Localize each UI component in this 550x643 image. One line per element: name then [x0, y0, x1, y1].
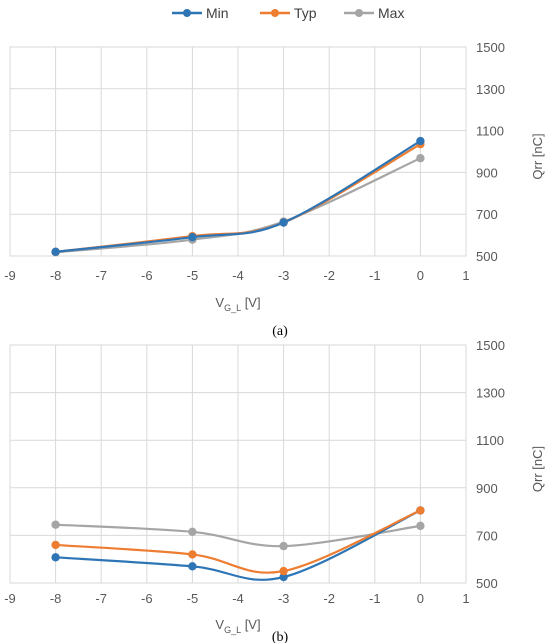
x-axis-title-main: V: [215, 295, 224, 310]
series-typ: [51, 506, 425, 576]
y-tick-label: 900: [476, 481, 498, 496]
x-tick-label: -5: [187, 268, 199, 283]
data-point-typ: [51, 540, 60, 550]
x-tick-label: 0: [417, 268, 424, 283]
x-axis-title-unit: [V]: [241, 295, 261, 310]
x-tick-label: -2: [323, 591, 335, 606]
x-tick-label: 1: [462, 591, 469, 606]
legend-item-typ: Typ: [260, 5, 317, 21]
y-tick-label: 1100: [476, 124, 504, 139]
data-point-min: [188, 562, 197, 571]
data-point-typ: [188, 550, 197, 559]
data-point-min: [279, 572, 288, 582]
panel-caption: (a): [272, 324, 288, 339]
x-tick-label: -8: [50, 591, 62, 606]
panel-caption: (b): [272, 630, 289, 643]
x-axis-title: VG_L [V]: [215, 617, 260, 635]
chart-panel-b: -9 -8 -7 -6 -5 -4 -3 -2 -1 0 150070090011001300150…: [4, 338, 545, 643]
legend-marker: [271, 9, 279, 17]
x-tick-label: 1: [462, 268, 469, 283]
legend-label: Min: [206, 5, 229, 21]
y-tick-label: 500: [476, 249, 498, 264]
y-tick-label: 1500: [476, 40, 505, 55]
y-tick-label: 500: [476, 576, 498, 591]
y-tick-label: 1100: [476, 433, 504, 448]
y-tick-label: 900: [476, 165, 498, 180]
data-point-min: [279, 218, 288, 227]
legend-label: Typ: [294, 5, 317, 21]
x-tick-label: -5: [187, 591, 199, 606]
data-point-typ: [416, 506, 425, 515]
data-point-min: [51, 553, 60, 562]
data-point-max: [416, 153, 425, 163]
x-tick-label: -1: [369, 591, 381, 606]
legend-marker: [355, 9, 363, 17]
x-tick-label: -6: [141, 591, 153, 606]
legend-label: Max: [378, 5, 404, 21]
x-tick-label: -9: [4, 268, 16, 283]
y-tick-label: 1300: [476, 386, 505, 401]
series-min: [51, 136, 425, 257]
x-tick-label: -8: [50, 268, 62, 283]
x-tick-label: -1: [369, 268, 381, 283]
data-point-max: [51, 520, 60, 529]
x-tick-label: -6: [141, 268, 153, 283]
x-tick-label: -4: [232, 268, 244, 283]
x-axis-title-subscript: G_L: [224, 303, 241, 313]
x-tick-label: 0: [417, 591, 424, 606]
legend-item-max: Max: [344, 5, 404, 21]
x-axis-title-main: V: [215, 617, 224, 632]
legend-marker: [183, 9, 191, 17]
data-point-max: [188, 527, 197, 537]
series-max: [51, 520, 425, 551]
data-point-min: [51, 247, 60, 257]
x-axis-title: VG_L [V]: [215, 295, 260, 313]
chart-panel-a: -9 -8 -7 -6 -5 -4 -3 -2 -1 0 150070090011001300150…: [4, 40, 545, 339]
y-axis-title: Qrr [nC]: [530, 133, 545, 179]
series-line-min: [55, 140, 421, 253]
y-tick-label: 700: [476, 528, 498, 543]
x-tick-label: -7: [95, 268, 107, 283]
data-point-min: [416, 136, 425, 146]
x-tick-label: -9: [4, 591, 16, 606]
data-point-min: [188, 232, 197, 242]
x-axis-title-subscript: G_L: [224, 625, 241, 635]
x-axis-title-unit: [V]: [241, 617, 261, 632]
series-line-max: [55, 523, 421, 548]
x-tick-label: -3: [278, 268, 290, 283]
x-tick-label: -4: [232, 591, 244, 606]
data-point-max: [416, 521, 425, 531]
y-axis-title: Qrr [nC]: [530, 446, 545, 492]
data-point-typ: [279, 566, 288, 576]
x-tick-label: -3: [278, 591, 290, 606]
x-tick-label: -7: [95, 591, 107, 606]
y-tick-label: 1300: [476, 82, 505, 97]
legend-item-min: Min: [172, 5, 229, 21]
legend: Min Typ Max: [172, 5, 404, 21]
series-line-typ: [55, 509, 421, 574]
series-line-min: [55, 509, 421, 581]
y-tick-label: 1500: [476, 338, 505, 353]
y-tick-label: 700: [476, 207, 498, 222]
x-tick-label: -2: [323, 268, 335, 283]
data-point-max: [279, 541, 288, 551]
